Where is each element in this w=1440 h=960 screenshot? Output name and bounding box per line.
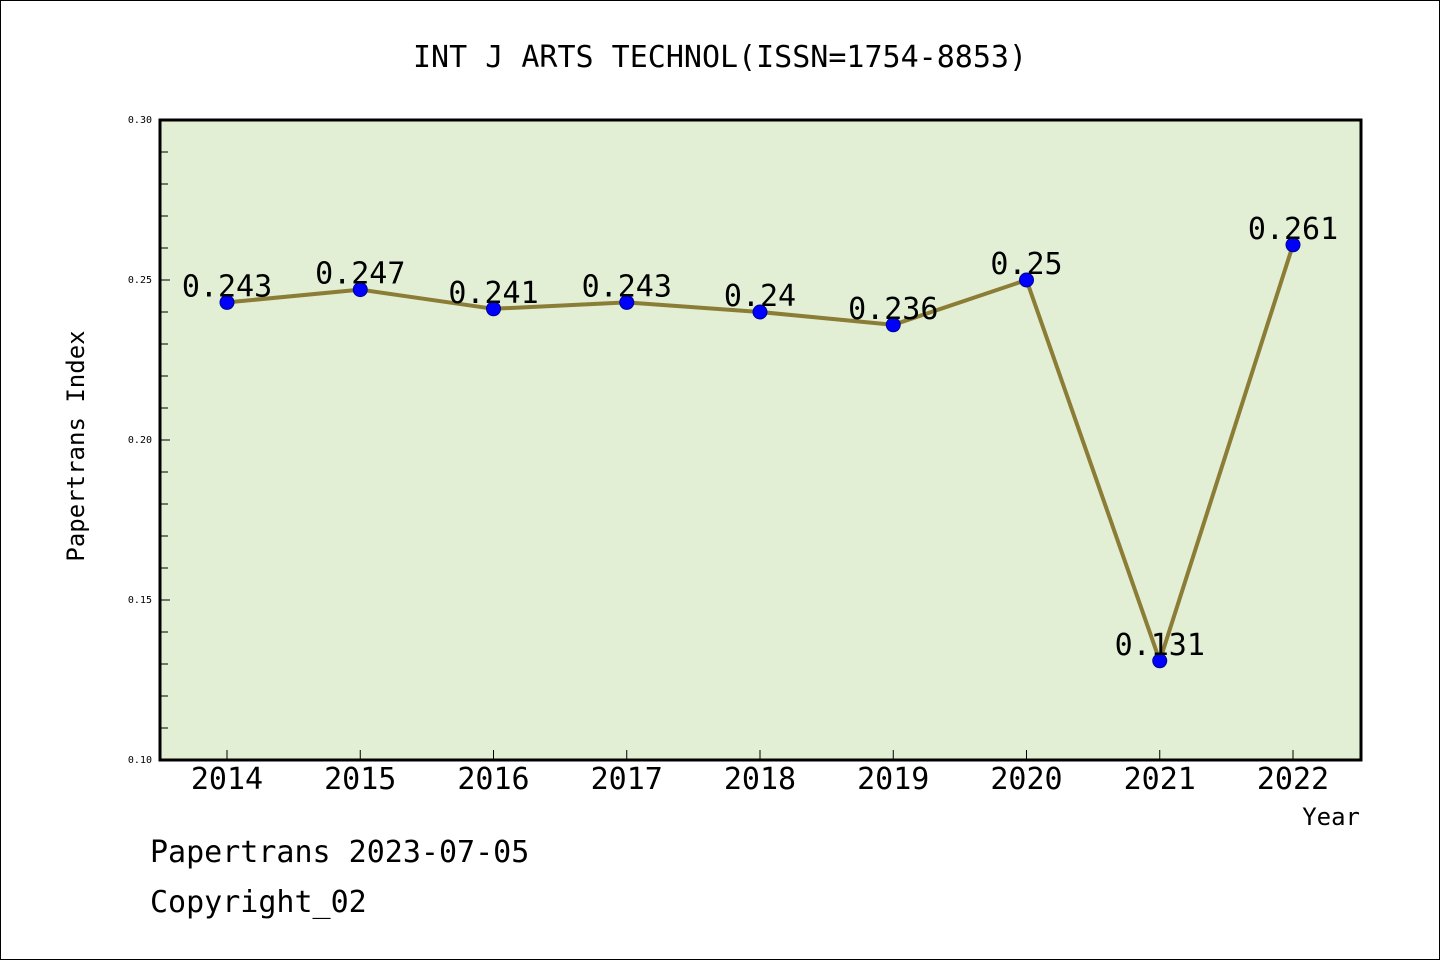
- x-tick-label: 2022: [1257, 762, 1329, 797]
- x-tick-label: 2021: [1124, 762, 1196, 797]
- x-tick-label: 2015: [324, 762, 396, 797]
- data-point: [219, 294, 235, 310]
- data-label: 0.24: [724, 279, 796, 314]
- y-axis-title: Papertrans Index: [62, 330, 90, 561]
- data-label: 0.247: [315, 257, 405, 292]
- y-tick-label: 0.30: [128, 115, 152, 126]
- x-tick-label: 2020: [990, 762, 1062, 797]
- axis-ticks: 0.10 0.15 0.20 0.25 0.30 2014 2015 2016 2017 2018…: [128, 115, 1329, 797]
- data-point: [1019, 272, 1034, 288]
- x-tick-label: 2017: [591, 762, 663, 797]
- data-point: [486, 301, 501, 317]
- footer-date: Papertrans 2023-07-05: [150, 835, 530, 870]
- chart-title: INT J ARTS TECHNOL(ISSN=1754-8853): [413, 40, 1027, 75]
- data-point: [352, 282, 368, 298]
- series-group: [219, 237, 1301, 669]
- data-point: [619, 294, 635, 310]
- y-tick-label: 0.20: [128, 435, 152, 446]
- data-labels-group: 0.243 0.247 0.241 0.243 0.24 0.236 0.25 0.131 0.…: [182, 212, 1338, 663]
- data-label: 0.243: [182, 269, 272, 304]
- x-tick-label: 2019: [857, 762, 929, 797]
- footer-copyright: Copyright_02: [150, 885, 367, 920]
- data-label: 0.261: [1248, 212, 1338, 247]
- data-point: [752, 304, 768, 320]
- data-label: 0.241: [448, 276, 538, 311]
- data-label: 0.131: [1115, 628, 1205, 663]
- plot-area: [158, 118, 1363, 762]
- data-label: 0.236: [848, 292, 938, 327]
- y-tick-label: 0.10: [128, 755, 152, 766]
- x-tick-label: 2018: [724, 762, 796, 797]
- data-point: [885, 317, 901, 333]
- x-tick-label: 2014: [191, 762, 263, 797]
- data-label: 0.25: [990, 247, 1062, 282]
- data-label: 0.243: [582, 269, 672, 304]
- data-point: [1285, 237, 1301, 253]
- data-point: [1152, 653, 1168, 669]
- x-tick-label: 2016: [457, 762, 529, 797]
- y-tick-label: 0.25: [128, 275, 152, 286]
- y-tick-label: 0.15: [128, 595, 152, 606]
- x-axis-title: Year: [1302, 803, 1360, 831]
